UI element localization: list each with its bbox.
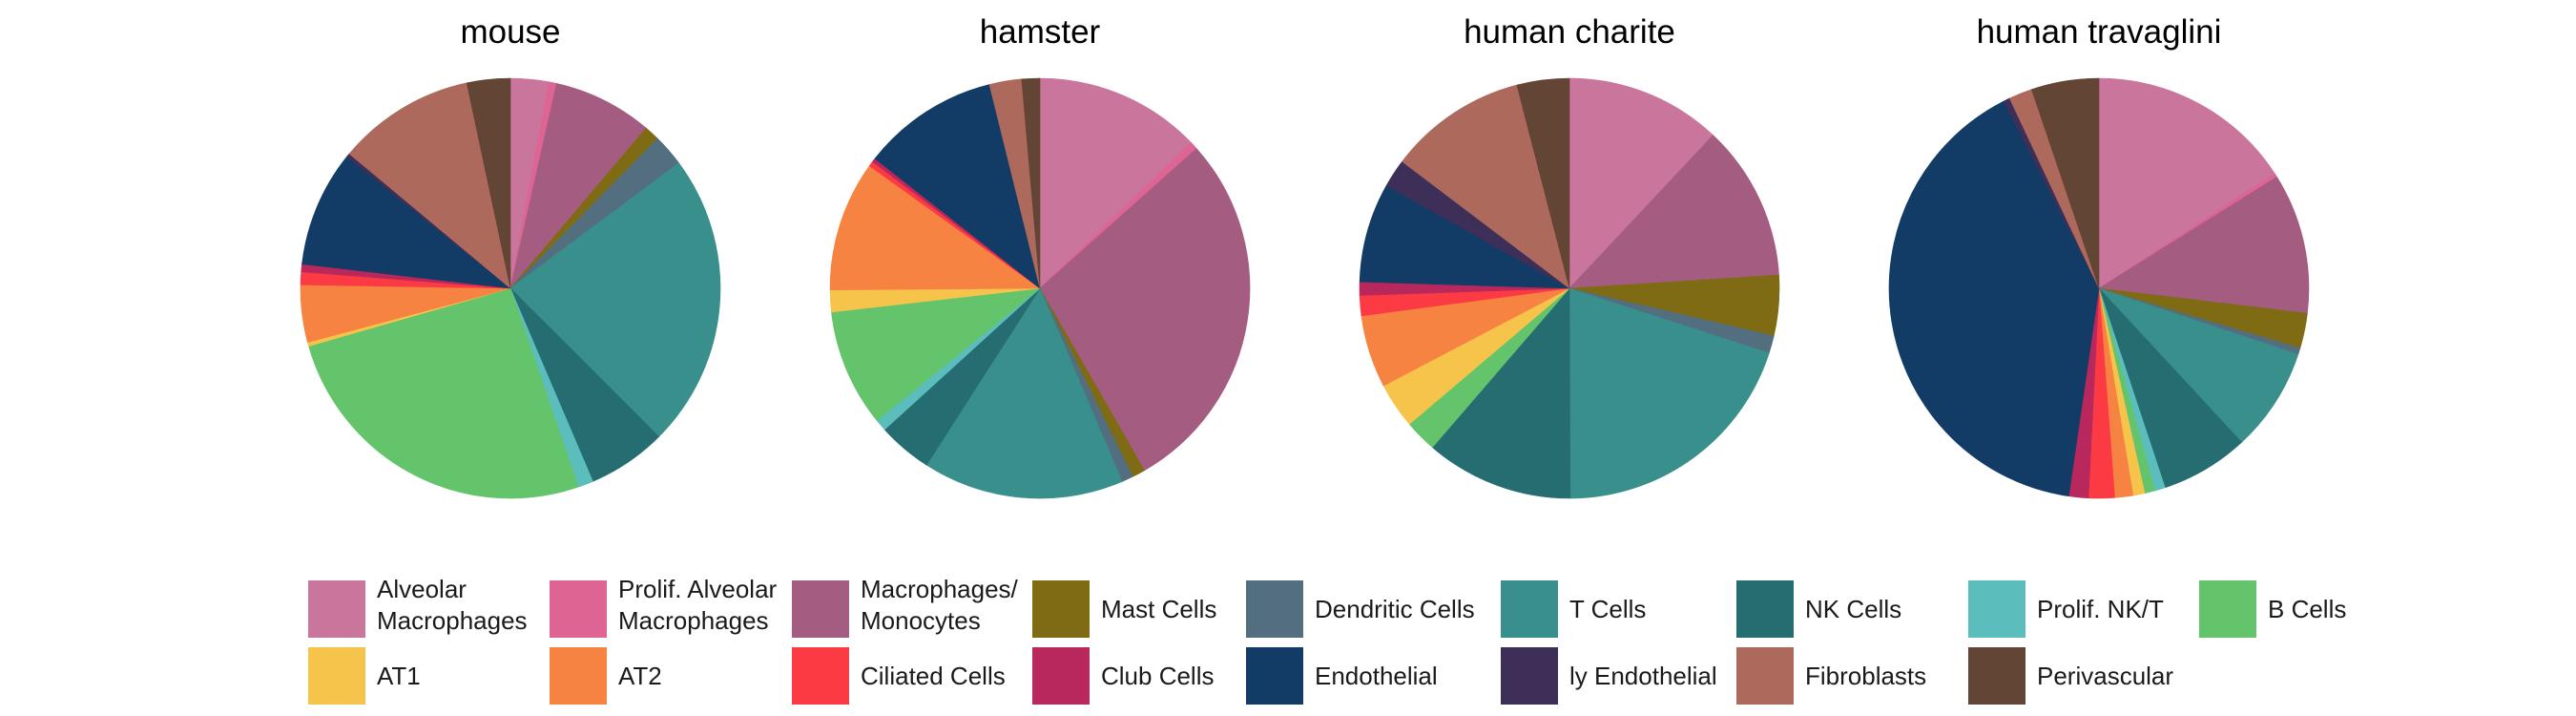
pie-slice-human-charite-nk-cells xyxy=(1431,287,1571,499)
legend-swatch-ly-endothelial xyxy=(1501,647,1558,705)
pie-slice-human-travaglini-alveolar-macrophages xyxy=(2098,77,2275,289)
legend-swatch-dendritic-cells xyxy=(1246,580,1303,638)
legend-label-b-cells: B Cells xyxy=(2268,595,2346,623)
pie-slice-human-charite-t-cells xyxy=(1568,287,1770,499)
pie-slice-human-travaglini-perivascular xyxy=(2031,77,2100,289)
pie-slice-mouse-b-cells xyxy=(308,287,579,499)
legend-label-fibroblasts: Fibroblasts xyxy=(1805,662,1926,690)
legend-item-at2: AT2 xyxy=(550,647,662,705)
legend-item-macrophages-monocytes: Macrophages/Monocytes xyxy=(792,575,1019,638)
legend-item-perivascular: Perivascular xyxy=(1968,647,2173,705)
pie-slice-human-travaglini-endothelial xyxy=(1888,100,2100,497)
legend-label-nk-cells: NK Cells xyxy=(1805,595,1901,623)
pie-slice-human-travaglini-t-cells xyxy=(2098,287,2299,443)
pie-slice-mouse-fibroblasts xyxy=(348,82,511,289)
legend-item-alveolar-macrophages: Alveolar Macrophages xyxy=(308,575,528,638)
legend-swatch-prolif-alveolar-macrophages xyxy=(550,580,607,638)
legend-label-mast-cells: Mast Cells xyxy=(1101,595,1216,623)
pie-slice-human-charite-perivascular xyxy=(1516,77,1570,289)
legend-label-prolif-alveolar-macrophages: Prolif. Alveolar Macrophages xyxy=(618,575,778,635)
pie-slice-human-charite-alveolar-macrophages xyxy=(1568,77,1714,289)
legend-swatch-club-cells xyxy=(1032,647,1090,705)
legend-swatch-fibroblasts xyxy=(1736,647,1794,705)
legend-label-macrophages-monocytes: Macrophages/Monocytes xyxy=(861,575,1019,635)
pie-slice-mouse-t-cells xyxy=(509,162,721,437)
pie-title-human-charite: human charite xyxy=(1464,13,1675,51)
pie-slice-mouse-perivascular xyxy=(466,77,511,289)
pie-panel-mouse: mouse xyxy=(300,13,721,499)
pie-slices-human-travaglini xyxy=(1888,77,2310,499)
legend-swatch-mast-cells xyxy=(1032,580,1090,638)
legend-label-alveolar-macrophages: Alveolar Macrophages xyxy=(377,575,528,635)
pie-title-mouse: mouse xyxy=(460,13,560,51)
pie-slice-hamster-at2 xyxy=(829,165,1041,291)
pie-slice-human-charite-endothelial xyxy=(1359,184,1570,289)
pie-slice-hamster-t-cells xyxy=(925,287,1123,499)
legend-swatch-endothelial xyxy=(1246,647,1303,705)
legend-swatch-alveolar-macrophages xyxy=(308,580,365,638)
pie-slice-hamster-macrophages-monocytes xyxy=(1039,148,1251,472)
pie-slice-mouse-endothelial xyxy=(301,156,511,289)
legend-swatch-at2 xyxy=(550,647,607,705)
pie-slice-human-travaglini-macrophages-monocytes xyxy=(2098,176,2310,314)
legend-item-nk-cells: NK Cells xyxy=(1736,580,1901,638)
legend-label-endothelial: Endothelial xyxy=(1315,662,1438,690)
legend-item-club-cells: Club Cells xyxy=(1032,647,1215,705)
legend-label-ciliated-cells: Ciliated Cells xyxy=(861,662,1006,690)
legend-item-ly-endothelial: ly Endothelial xyxy=(1501,647,1717,705)
legend-item-endothelial: Endothelial xyxy=(1246,647,1438,705)
pie-slice-mouse-macrophages-monocytes xyxy=(509,83,647,289)
legend-swatch-prolif-nk-t xyxy=(1968,580,2025,638)
legend-label-club-cells: Club Cells xyxy=(1101,662,1215,690)
pie-slices-mouse xyxy=(300,77,721,499)
pie-title-human-travaglini: human travaglini xyxy=(1977,13,2222,51)
pie-panel-human-charite: human charite xyxy=(1359,13,1780,499)
pie-slice-hamster-b-cells xyxy=(831,287,1041,422)
legend-swatch-b-cells xyxy=(2199,580,2256,638)
legend-swatch-nk-cells xyxy=(1736,580,1794,638)
legend-label-dendritic-cells: Dendritic Cells xyxy=(1315,595,1475,623)
pie-slice-hamster-endothelial xyxy=(874,84,1041,289)
legend-swatch-t-cells xyxy=(1501,580,1558,638)
legend-item-dendritic-cells: Dendritic Cells xyxy=(1246,580,1475,638)
legend-item-prolif-nk-t: Prolif. NK/T xyxy=(1968,580,2164,638)
legend-label-at1: AT1 xyxy=(377,662,421,690)
legend-item-mast-cells: Mast Cells xyxy=(1032,580,1216,638)
pie-slice-human-charite-fibroblasts xyxy=(1402,84,1570,289)
legend-label-at2: AT2 xyxy=(618,662,662,690)
legend-label-prolif-nk-t: Prolif. NK/T xyxy=(2037,595,2164,623)
legend-swatch-perivascular xyxy=(1968,647,2025,705)
pie-slice-hamster-perivascular xyxy=(1021,77,1041,289)
pie-panel-human-travaglini: human travaglini xyxy=(1888,13,2310,499)
legend-swatch-at1 xyxy=(308,647,365,705)
legend-item-fibroblasts: Fibroblasts xyxy=(1736,647,1926,705)
legend-item-t-cells: T Cells xyxy=(1501,580,1646,638)
legend-label-t-cells: T Cells xyxy=(1569,595,1646,623)
pie-slice-hamster-alveolar-macrophages xyxy=(1039,77,1192,289)
legend-item-b-cells: B Cells xyxy=(2199,580,2346,638)
legend-item-at1: AT1 xyxy=(308,647,421,705)
legend: Alveolar Macrophages Prolif. Alveolar Macro… xyxy=(308,575,2346,705)
pie-slices-hamster xyxy=(829,77,1251,499)
legend-label-perivascular: Perivascular xyxy=(2037,662,2173,690)
legend-item-prolif-alveolar-macrophages: Prolif. Alveolar Macrophages xyxy=(550,575,778,638)
legend-label-ly-endothelial: ly Endothelial xyxy=(1569,662,1717,690)
pie-title-hamster: hamster xyxy=(980,13,1101,51)
legend-item-ciliated-cells: Ciliated Cells xyxy=(792,647,1006,705)
legend-swatch-ciliated-cells xyxy=(792,647,849,705)
legend-swatch-macrophages-monocytes xyxy=(792,580,849,638)
pie-slice-human-charite-macrophages-monocytes xyxy=(1568,135,1779,289)
pie-slices-human-charite xyxy=(1359,77,1780,499)
pie-panel-hamster: hamster xyxy=(829,13,1251,499)
